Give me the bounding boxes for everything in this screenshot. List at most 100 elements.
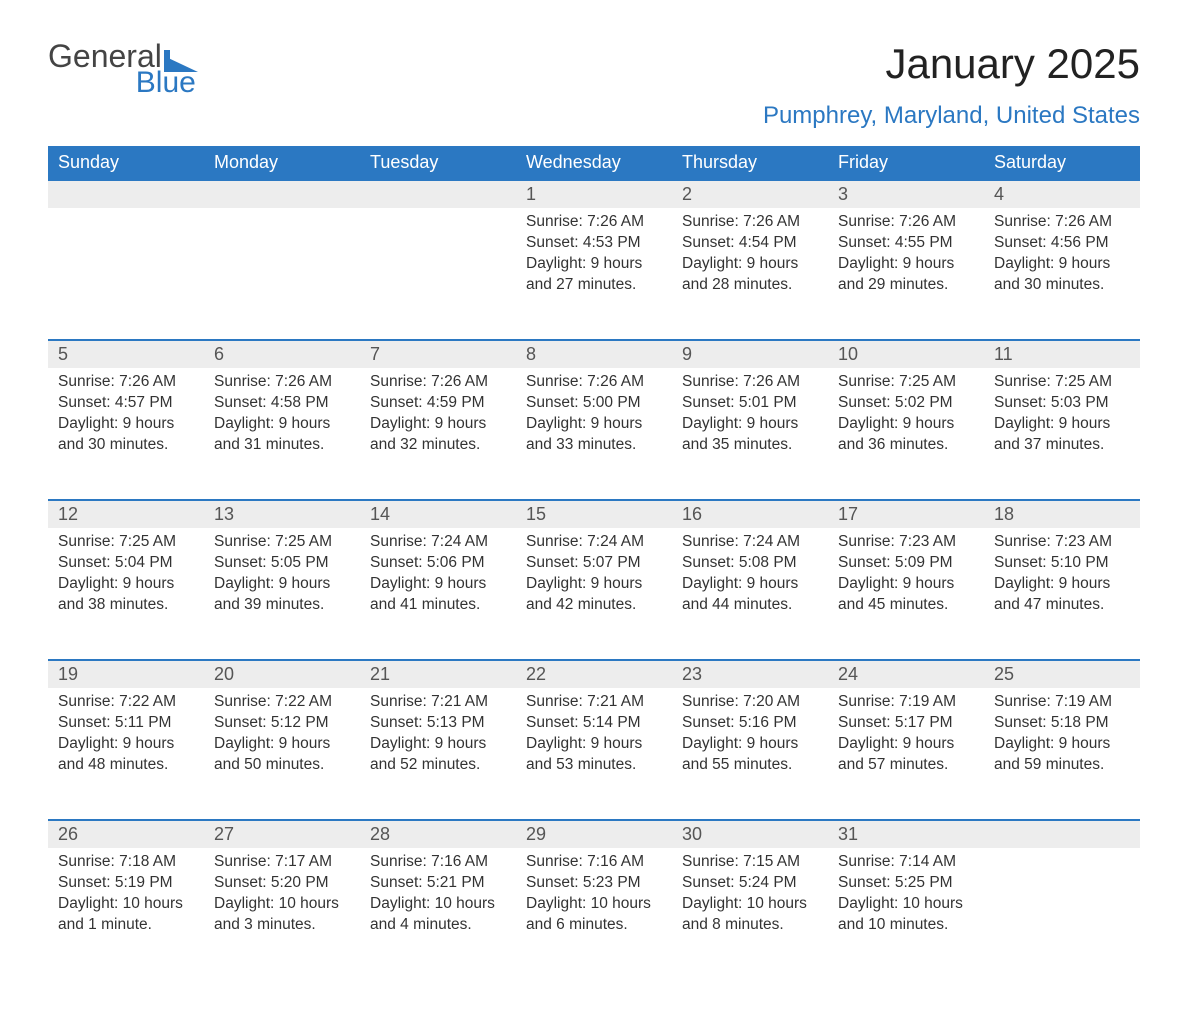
day-content-cell: Sunrise: 7:21 AMSunset: 5:14 PMDaylight:… xyxy=(516,688,672,820)
day-content-cell xyxy=(48,208,204,340)
weekday-header: Friday xyxy=(828,146,984,180)
sunrise-line: Sunrise: 7:26 AM xyxy=(994,212,1130,233)
sunset-line: Sunset: 5:08 PM xyxy=(682,553,818,574)
day-content-cell: Sunrise: 7:23 AMSunset: 5:09 PMDaylight:… xyxy=(828,528,984,660)
day-content-cell: Sunrise: 7:26 AMSunset: 4:59 PMDaylight:… xyxy=(360,368,516,500)
day-content-cell: Sunrise: 7:21 AMSunset: 5:13 PMDaylight:… xyxy=(360,688,516,820)
sunset-line: Sunset: 5:17 PM xyxy=(838,713,974,734)
day-content-cell: Sunrise: 7:26 AMSunset: 4:57 PMDaylight:… xyxy=(48,368,204,500)
day-content-cell: Sunrise: 7:20 AMSunset: 5:16 PMDaylight:… xyxy=(672,688,828,820)
sunrise-line: Sunrise: 7:16 AM xyxy=(370,852,506,873)
sunrise-line: Sunrise: 7:19 AM xyxy=(994,692,1130,713)
day-content-cell: Sunrise: 7:26 AMSunset: 4:53 PMDaylight:… xyxy=(516,208,672,340)
day-number-cell: 7 xyxy=(360,340,516,368)
day-number-cell: 25 xyxy=(984,660,1140,688)
sunset-line: Sunset: 5:05 PM xyxy=(214,553,350,574)
daylight-line: Daylight: 9 hours and 27 minutes. xyxy=(526,254,662,296)
day-content-cell: Sunrise: 7:14 AMSunset: 5:25 PMDaylight:… xyxy=(828,848,984,980)
sunset-line: Sunset: 5:00 PM xyxy=(526,393,662,414)
day-content-row: Sunrise: 7:26 AMSunset: 4:53 PMDaylight:… xyxy=(48,208,1140,340)
sunrise-line: Sunrise: 7:19 AM xyxy=(838,692,974,713)
day-content-cell: Sunrise: 7:25 AMSunset: 5:05 PMDaylight:… xyxy=(204,528,360,660)
daylight-line: Daylight: 9 hours and 57 minutes. xyxy=(838,734,974,776)
daylight-line: Daylight: 9 hours and 30 minutes. xyxy=(994,254,1130,296)
sunrise-line: Sunrise: 7:26 AM xyxy=(526,212,662,233)
daylight-line: Daylight: 9 hours and 31 minutes. xyxy=(214,414,350,456)
location-subtitle: Pumphrey, Maryland, United States xyxy=(48,102,1140,130)
calendar-table: Sunday Monday Tuesday Wednesday Thursday… xyxy=(48,146,1140,980)
day-content-cell xyxy=(360,208,516,340)
day-number-cell: 6 xyxy=(204,340,360,368)
day-number-cell: 26 xyxy=(48,820,204,848)
sunset-line: Sunset: 4:57 PM xyxy=(58,393,194,414)
daylight-line: Daylight: 10 hours and 8 minutes. xyxy=(682,894,818,936)
sunset-line: Sunset: 5:21 PM xyxy=(370,873,506,894)
sunrise-line: Sunrise: 7:25 AM xyxy=(838,372,974,393)
day-number-row: 262728293031 xyxy=(48,820,1140,848)
day-content-cell: Sunrise: 7:25 AMSunset: 5:04 PMDaylight:… xyxy=(48,528,204,660)
sunrise-line: Sunrise: 7:26 AM xyxy=(58,372,194,393)
day-number-cell: 23 xyxy=(672,660,828,688)
day-number-row: 12131415161718 xyxy=(48,500,1140,528)
day-content-cell: Sunrise: 7:26 AMSunset: 4:56 PMDaylight:… xyxy=(984,208,1140,340)
daylight-line: Daylight: 9 hours and 41 minutes. xyxy=(370,574,506,616)
day-content-cell: Sunrise: 7:19 AMSunset: 5:18 PMDaylight:… xyxy=(984,688,1140,820)
day-number-cell xyxy=(984,820,1140,848)
sunset-line: Sunset: 5:19 PM xyxy=(58,873,194,894)
day-content-cell: Sunrise: 7:26 AMSunset: 4:58 PMDaylight:… xyxy=(204,368,360,500)
sunrise-line: Sunrise: 7:21 AM xyxy=(370,692,506,713)
day-content-cell: Sunrise: 7:24 AMSunset: 5:06 PMDaylight:… xyxy=(360,528,516,660)
day-number-cell: 20 xyxy=(204,660,360,688)
sunrise-line: Sunrise: 7:26 AM xyxy=(214,372,350,393)
page-title: January 2025 xyxy=(885,40,1140,88)
day-content-cell: Sunrise: 7:17 AMSunset: 5:20 PMDaylight:… xyxy=(204,848,360,980)
daylight-line: Daylight: 9 hours and 44 minutes. xyxy=(682,574,818,616)
day-number-cell: 9 xyxy=(672,340,828,368)
sunrise-line: Sunrise: 7:22 AM xyxy=(214,692,350,713)
day-number-row: 1234 xyxy=(48,180,1140,208)
day-number-cell: 10 xyxy=(828,340,984,368)
day-number-cell: 13 xyxy=(204,500,360,528)
sunset-line: Sunset: 5:11 PM xyxy=(58,713,194,734)
sunset-line: Sunset: 5:07 PM xyxy=(526,553,662,574)
day-number-cell: 28 xyxy=(360,820,516,848)
sunrise-line: Sunrise: 7:26 AM xyxy=(370,372,506,393)
day-number-cell: 12 xyxy=(48,500,204,528)
day-content-row: Sunrise: 7:22 AMSunset: 5:11 PMDaylight:… xyxy=(48,688,1140,820)
sunset-line: Sunset: 4:59 PM xyxy=(370,393,506,414)
day-number-row: 567891011 xyxy=(48,340,1140,368)
day-number-cell xyxy=(360,180,516,208)
daylight-line: Daylight: 10 hours and 6 minutes. xyxy=(526,894,662,936)
day-content-cell: Sunrise: 7:26 AMSunset: 4:54 PMDaylight:… xyxy=(672,208,828,340)
day-content-cell xyxy=(984,848,1140,980)
sunrise-line: Sunrise: 7:25 AM xyxy=(994,372,1130,393)
logo-word-2: Blue xyxy=(136,68,196,98)
daylight-line: Daylight: 10 hours and 4 minutes. xyxy=(370,894,506,936)
weekday-header: Thursday xyxy=(672,146,828,180)
sunset-line: Sunset: 5:01 PM xyxy=(682,393,818,414)
daylight-line: Daylight: 9 hours and 28 minutes. xyxy=(682,254,818,296)
sunset-line: Sunset: 5:12 PM xyxy=(214,713,350,734)
daylight-line: Daylight: 9 hours and 45 minutes. xyxy=(838,574,974,616)
sunset-line: Sunset: 4:56 PM xyxy=(994,233,1130,254)
day-number-cell: 8 xyxy=(516,340,672,368)
sunrise-line: Sunrise: 7:22 AM xyxy=(58,692,194,713)
daylight-line: Daylight: 9 hours and 36 minutes. xyxy=(838,414,974,456)
sunrise-line: Sunrise: 7:15 AM xyxy=(682,852,818,873)
day-number-cell: 4 xyxy=(984,180,1140,208)
daylight-line: Daylight: 9 hours and 39 minutes. xyxy=(214,574,350,616)
day-content-row: Sunrise: 7:26 AMSunset: 4:57 PMDaylight:… xyxy=(48,368,1140,500)
day-content-cell: Sunrise: 7:15 AMSunset: 5:24 PMDaylight:… xyxy=(672,848,828,980)
day-content-row: Sunrise: 7:18 AMSunset: 5:19 PMDaylight:… xyxy=(48,848,1140,980)
daylight-line: Daylight: 9 hours and 38 minutes. xyxy=(58,574,194,616)
sunrise-line: Sunrise: 7:16 AM xyxy=(526,852,662,873)
daylight-line: Daylight: 9 hours and 48 minutes. xyxy=(58,734,194,776)
daylight-line: Daylight: 9 hours and 30 minutes. xyxy=(58,414,194,456)
daylight-line: Daylight: 10 hours and 1 minute. xyxy=(58,894,194,936)
day-content-row: Sunrise: 7:25 AMSunset: 5:04 PMDaylight:… xyxy=(48,528,1140,660)
sunset-line: Sunset: 5:03 PM xyxy=(994,393,1130,414)
daylight-line: Daylight: 9 hours and 32 minutes. xyxy=(370,414,506,456)
sunrise-line: Sunrise: 7:17 AM xyxy=(214,852,350,873)
daylight-line: Daylight: 9 hours and 55 minutes. xyxy=(682,734,818,776)
day-number-cell: 2 xyxy=(672,180,828,208)
